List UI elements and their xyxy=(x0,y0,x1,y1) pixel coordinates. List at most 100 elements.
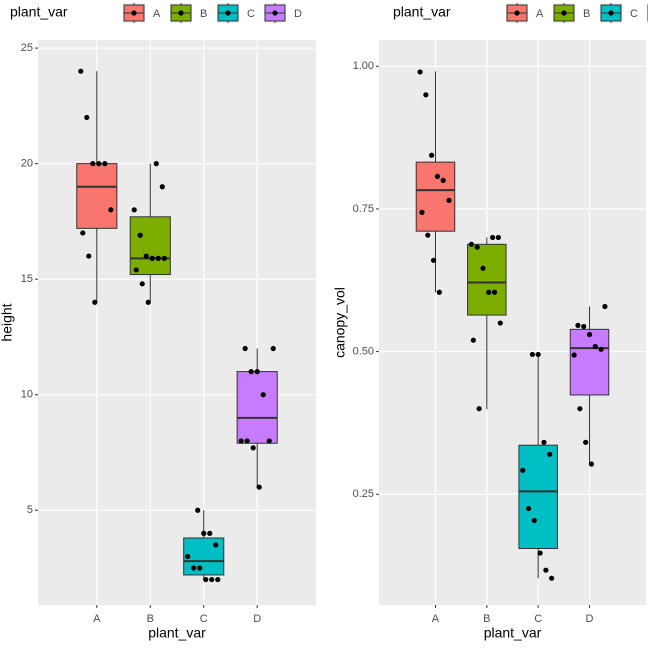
box xyxy=(129,216,171,276)
point xyxy=(143,253,149,259)
x-tick-label: D xyxy=(586,613,594,625)
y-tick-label: 0.75 xyxy=(353,203,374,215)
point xyxy=(543,567,549,573)
legend-key-point xyxy=(272,10,278,16)
point xyxy=(137,232,143,238)
point xyxy=(529,351,535,358)
point xyxy=(575,322,581,328)
box xyxy=(236,371,278,444)
legend-key-point xyxy=(561,10,567,16)
box xyxy=(415,161,456,232)
point xyxy=(260,392,266,398)
y-axis-title: height xyxy=(0,303,15,341)
x-axis-title: plant_var xyxy=(484,625,542,641)
legend-label: C xyxy=(630,8,638,20)
point xyxy=(520,467,526,473)
point xyxy=(486,289,492,295)
point xyxy=(602,303,608,310)
point xyxy=(476,406,482,412)
point xyxy=(480,265,486,271)
legend-key-point xyxy=(178,10,184,16)
legend-key-point xyxy=(131,10,137,16)
point xyxy=(254,369,260,375)
point xyxy=(446,197,452,203)
point xyxy=(191,565,197,571)
point xyxy=(491,289,498,295)
legend-label: A xyxy=(536,8,544,20)
x-tick-label: B xyxy=(483,613,490,625)
legend-key-point xyxy=(225,10,231,16)
point xyxy=(423,92,429,98)
point xyxy=(159,184,165,190)
point xyxy=(108,207,114,213)
point xyxy=(139,281,145,287)
box xyxy=(76,163,118,229)
point xyxy=(256,484,262,490)
point xyxy=(203,576,209,583)
legend-label: A xyxy=(153,8,161,20)
point xyxy=(417,69,423,75)
point xyxy=(571,352,577,358)
point xyxy=(474,244,480,250)
point xyxy=(213,542,219,548)
point xyxy=(149,255,155,261)
point xyxy=(497,320,503,326)
legend-title: plant_var xyxy=(393,4,451,20)
point xyxy=(92,299,98,305)
point xyxy=(440,177,446,183)
x-tick-label: A xyxy=(93,613,101,625)
point xyxy=(133,267,139,273)
y-tick-label: 20 xyxy=(21,158,33,170)
point xyxy=(90,161,96,167)
point xyxy=(531,517,537,524)
point xyxy=(155,255,161,261)
point xyxy=(598,346,604,352)
point xyxy=(185,553,191,560)
point xyxy=(541,439,547,445)
point xyxy=(588,461,595,467)
box xyxy=(467,243,507,316)
point xyxy=(429,152,435,158)
panel-background xyxy=(379,40,646,605)
point xyxy=(537,550,543,556)
panel-background xyxy=(38,40,316,605)
legend-label: D xyxy=(294,8,302,20)
point xyxy=(248,369,254,375)
point xyxy=(238,438,244,444)
legend-label: B xyxy=(200,8,207,20)
point xyxy=(84,114,90,121)
point xyxy=(266,438,272,444)
y-tick-label: 0.50 xyxy=(353,346,374,358)
point xyxy=(535,351,541,358)
point xyxy=(215,576,221,583)
point xyxy=(161,255,167,261)
y-axis-title: canopy_vol xyxy=(332,287,348,358)
legend-title: plant_var xyxy=(10,4,68,20)
point xyxy=(581,323,587,330)
point xyxy=(207,530,213,536)
point xyxy=(436,289,442,295)
point xyxy=(525,505,532,512)
point xyxy=(244,438,250,444)
point xyxy=(86,253,92,259)
point xyxy=(242,345,248,352)
x-tick-label: A xyxy=(432,613,440,625)
point xyxy=(153,161,159,167)
box xyxy=(518,444,558,550)
legend-label: C xyxy=(247,8,255,20)
point xyxy=(490,234,496,241)
x-tick-label: D xyxy=(253,613,261,625)
point xyxy=(250,445,256,451)
x-tick-label: B xyxy=(147,613,154,625)
point xyxy=(430,257,437,263)
y-tick-label: 10 xyxy=(21,389,33,401)
point xyxy=(195,507,201,513)
point xyxy=(425,232,431,238)
box xyxy=(569,328,610,396)
point xyxy=(131,207,137,213)
y-tick-label: 0.25 xyxy=(353,488,374,500)
x-tick-label: C xyxy=(200,613,208,625)
point xyxy=(577,406,583,412)
